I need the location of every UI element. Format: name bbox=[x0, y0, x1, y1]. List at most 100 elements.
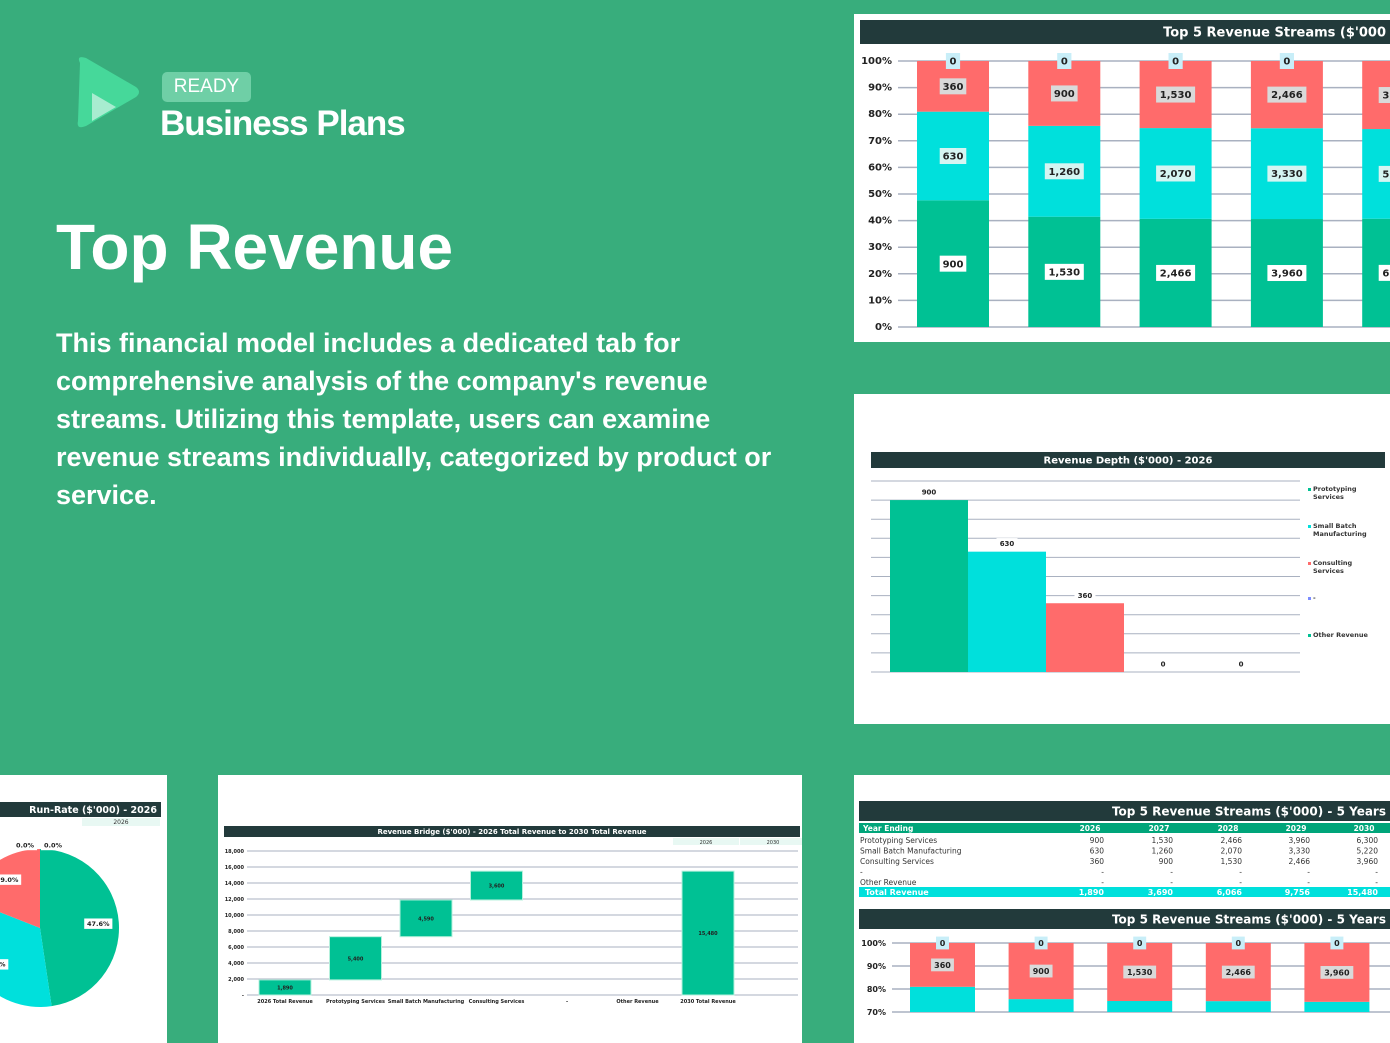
data-label-box bbox=[1378, 264, 1390, 281]
y-tick-label: 80% bbox=[868, 109, 892, 120]
data-label: 0 bbox=[1334, 939, 1340, 948]
data-label: 630 bbox=[1000, 540, 1015, 548]
bar-Prototyping Services bbox=[890, 500, 968, 672]
legend-swatch bbox=[1308, 597, 1311, 600]
table-total-cell: Total Revenue bbox=[865, 888, 929, 897]
y-tick-label: 90% bbox=[867, 962, 886, 971]
table-total-cell: 6,066 bbox=[1217, 888, 1243, 897]
data-label: 0 bbox=[1061, 57, 1068, 68]
table-cell: Small Batch Manufacturing bbox=[860, 847, 962, 856]
data-label-box bbox=[1234, 658, 1248, 670]
waterfall-bar-Consulting Services bbox=[470, 870, 523, 901]
y-tick-label: 14,000 bbox=[225, 881, 245, 887]
data-label-box bbox=[939, 78, 967, 95]
data-label-box bbox=[1029, 964, 1053, 978]
data-label: 630 bbox=[943, 152, 964, 163]
table-cell: 630 bbox=[1090, 847, 1105, 856]
table-header-cell: Year Ending bbox=[862, 824, 913, 833]
data-label-box bbox=[936, 936, 949, 950]
logo bbox=[74, 55, 144, 134]
data-label-box bbox=[1057, 53, 1072, 69]
pie-label-box bbox=[0, 874, 22, 885]
data-label: 6,300 bbox=[1382, 268, 1390, 279]
data-label-box bbox=[1156, 658, 1170, 670]
data-label: 1,890 bbox=[277, 985, 293, 991]
table-cell: Prototyping Services bbox=[860, 836, 937, 845]
chart-title-bar bbox=[859, 909, 1390, 929]
data-label: 360 bbox=[934, 961, 951, 970]
data-label-box bbox=[1378, 165, 1390, 182]
legend-label: Services bbox=[1313, 567, 1344, 575]
top5-chart-card: Top 5 Revenue Streams ($'000 0% 10% 20% 30% 4… bbox=[854, 14, 1390, 342]
pie-label: 0.0% bbox=[44, 841, 63, 849]
pie-label-box bbox=[12, 839, 38, 851]
legend-label: - bbox=[1313, 594, 1316, 602]
y-tick-label: 60% bbox=[868, 162, 892, 173]
y-tick-label: 50% bbox=[868, 189, 892, 200]
table-header-cell: 2028 bbox=[1218, 824, 1239, 833]
bar-Small Batch Manufacturing bbox=[968, 551, 1046, 672]
y-tick-label: - bbox=[242, 993, 244, 999]
x-tick-label: - bbox=[566, 999, 568, 1005]
legend-label: Prototyping bbox=[1313, 485, 1357, 493]
bar-segment-2027-1 bbox=[1008, 999, 1074, 1012]
data-label-box bbox=[1378, 87, 1390, 104]
chart-title: Run-Rate ($'000) - 2026 bbox=[29, 805, 157, 816]
x-tick-label: 2026 Total Revenue bbox=[257, 999, 313, 1005]
data-label: 0 bbox=[1239, 661, 1244, 669]
chart-title-bar bbox=[871, 452, 1385, 468]
data-label-box bbox=[1156, 86, 1196, 103]
data-label-box bbox=[1123, 965, 1157, 979]
year-header-label: 2026 bbox=[113, 819, 128, 826]
data-label: 2,466 bbox=[1160, 269, 1192, 280]
table-cell: 900 bbox=[1090, 836, 1105, 845]
chart-title: Revenue Depth ($'000) - 2026 bbox=[1044, 456, 1213, 467]
bridge-chart: Revenue Bridge ($'000) - 2026 Total Reve… bbox=[224, 826, 802, 1005]
bridge-chart-card: Revenue Bridge ($'000) - 2026 Total Reve… bbox=[218, 775, 802, 1043]
table-total-cell: 15,480 bbox=[1347, 888, 1378, 897]
x-tick-label: Small Batch Manufacturing bbox=[388, 999, 465, 1005]
y-tick-label: 10% bbox=[868, 295, 892, 306]
data-label: 0 bbox=[1283, 57, 1290, 68]
y-tick-label: 70% bbox=[867, 1008, 886, 1017]
data-label: 3,960 bbox=[1382, 91, 1390, 102]
y-tick-label: 10,000 bbox=[225, 913, 245, 919]
bar-segment-2028-1 bbox=[1107, 1001, 1173, 1012]
table-header-cell: 2027 bbox=[1149, 824, 1170, 833]
table-header-cell: 2029 bbox=[1286, 824, 1307, 833]
table-total-cell: 1,890 bbox=[1079, 888, 1105, 897]
legend-label: Services bbox=[1313, 493, 1344, 501]
data-label: 0 bbox=[1236, 939, 1242, 948]
data-label-box bbox=[1279, 53, 1294, 69]
data-label-box bbox=[1156, 165, 1196, 182]
data-label-box bbox=[1074, 589, 1096, 601]
y-tick-label: 8,000 bbox=[228, 929, 244, 935]
data-label: 5,400 bbox=[348, 956, 364, 962]
data-label-box bbox=[1221, 965, 1255, 979]
data-label: 1,530 bbox=[1048, 267, 1080, 278]
table-cell: - bbox=[1170, 878, 1173, 887]
x-tick-label: Prototyping Services bbox=[326, 999, 385, 1005]
data-label-box bbox=[1267, 265, 1307, 282]
table-cell: - bbox=[1375, 878, 1378, 887]
legend-swatch bbox=[1308, 634, 1311, 637]
ready-badge: READY bbox=[162, 72, 251, 102]
y-tick-label: 20% bbox=[868, 269, 892, 280]
data-label: 0 bbox=[940, 939, 946, 948]
data-label: 900 bbox=[1054, 89, 1075, 100]
table-cell: 5,220 bbox=[1357, 847, 1379, 856]
revenue-table-and-chart: Top 5 Revenue Streams ($'000) - 5 Years Y… bbox=[859, 801, 1390, 1017]
runrate-chart: Run-Rate ($'000) - 2026 2026 47.6% 33.3% 19.… bbox=[0, 802, 161, 1007]
chart-title: Top 5 Revenue Streams ($'000 bbox=[1163, 26, 1386, 41]
data-label-box bbox=[1156, 264, 1196, 281]
legend-label: Other Revenue bbox=[1313, 631, 1368, 639]
y-tick-label: 30% bbox=[868, 242, 892, 253]
data-label: 5,220 bbox=[1382, 169, 1390, 180]
table-cell: 900 bbox=[1159, 857, 1174, 866]
y-tick-label: 4,000 bbox=[228, 961, 244, 967]
data-label: 3,960 bbox=[1324, 968, 1350, 977]
pie-label: 0.0% bbox=[16, 841, 35, 849]
waterfall-bar-Small Batch Manufacturing bbox=[399, 899, 453, 938]
bar-segment-2026-1 bbox=[910, 986, 975, 1012]
table-cell: - bbox=[1239, 868, 1242, 877]
